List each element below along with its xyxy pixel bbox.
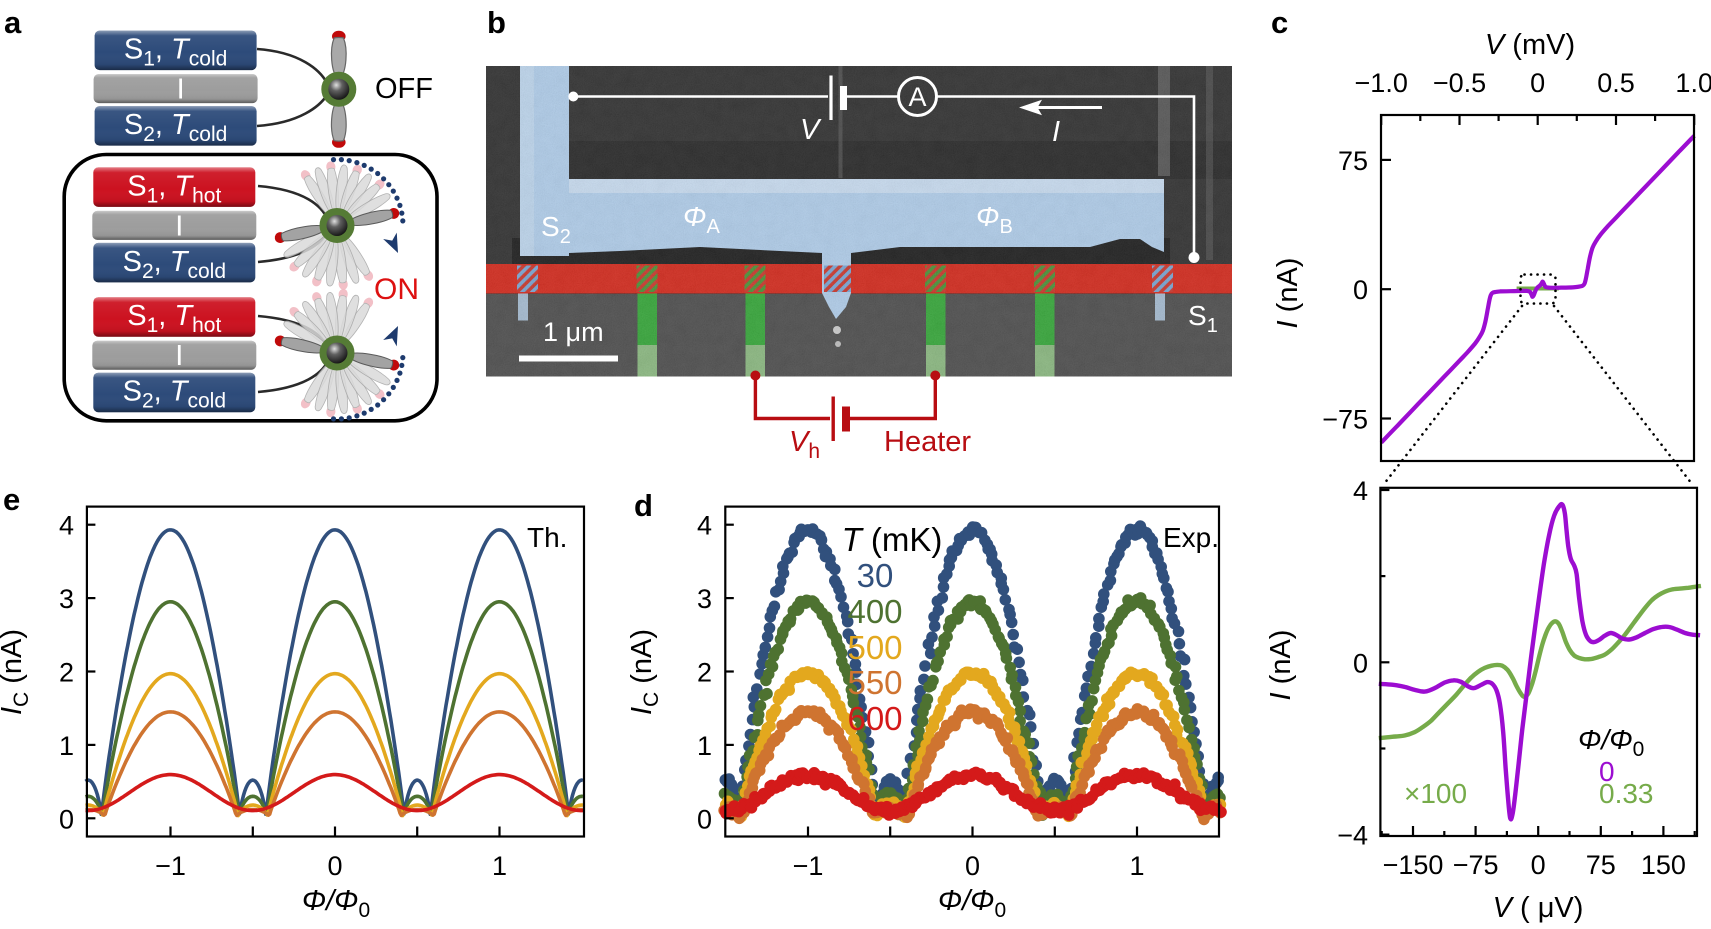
svg-text:Vh: Vh <box>789 426 820 463</box>
svg-text:1: 1 <box>59 731 74 761</box>
svg-text:b: b <box>487 5 506 40</box>
svg-text:550: 550 <box>847 664 902 701</box>
svg-text:0: 0 <box>327 851 342 881</box>
svg-text:ΦA: ΦA <box>683 201 720 238</box>
svg-text:0.33: 0.33 <box>1599 778 1654 809</box>
svg-text:I (nA): I (nA) <box>1272 258 1304 329</box>
svg-text:a: a <box>4 5 22 40</box>
svg-text:2: 2 <box>697 658 712 688</box>
svg-text:0: 0 <box>965 851 980 881</box>
svg-text:e: e <box>3 482 20 517</box>
svg-text:Φ/Φ0: Φ/Φ0 <box>938 885 1006 922</box>
svg-text:0.5: 0.5 <box>1597 68 1635 98</box>
svg-text:×100: ×100 <box>1404 778 1467 809</box>
svg-text:I (nA): I (nA) <box>1265 630 1297 701</box>
svg-text:Exp.: Exp. <box>1163 522 1219 553</box>
svg-text:−150: −150 <box>1383 850 1444 880</box>
svg-text:0: 0 <box>1353 275 1368 305</box>
svg-text:4: 4 <box>697 511 712 541</box>
svg-text:3: 3 <box>59 584 74 614</box>
svg-text:0: 0 <box>1530 68 1545 98</box>
svg-text:4: 4 <box>1353 476 1368 506</box>
svg-text:1 μm: 1 μm <box>543 317 604 347</box>
svg-text:−4: −4 <box>1337 821 1368 851</box>
svg-text:150: 150 <box>1641 850 1686 880</box>
svg-text:−1: −1 <box>793 851 824 881</box>
svg-text:V: V <box>800 114 822 146</box>
svg-text:S2, Tcold: S2, Tcold <box>123 246 226 283</box>
svg-text:Th.: Th. <box>527 522 567 553</box>
svg-text:0: 0 <box>1531 850 1546 880</box>
svg-text:d: d <box>634 488 653 523</box>
svg-text:−1: −1 <box>155 851 186 881</box>
svg-text:−75: −75 <box>1322 405 1368 435</box>
svg-text:1: 1 <box>697 731 712 761</box>
svg-text:S2, Tcold: S2, Tcold <box>123 376 226 413</box>
svg-text:S1, Thot: S1, Thot <box>127 300 221 337</box>
svg-text:400: 400 <box>847 593 902 630</box>
svg-text:0: 0 <box>59 804 74 834</box>
svg-text:0: 0 <box>1353 648 1368 678</box>
svg-text:IC (nA): IC (nA) <box>0 629 33 715</box>
svg-text:Φ/Φ0: Φ/Φ0 <box>302 885 370 922</box>
svg-text:75: 75 <box>1338 146 1368 176</box>
svg-text:−0.5: −0.5 <box>1433 68 1486 98</box>
svg-text:1: 1 <box>492 851 507 881</box>
svg-text:0: 0 <box>1599 756 1615 787</box>
svg-text:2: 2 <box>59 658 74 688</box>
svg-text:600: 600 <box>847 700 902 737</box>
svg-text:V (mV): V (mV) <box>1485 29 1575 61</box>
svg-text:S1, Thot: S1, Thot <box>127 170 221 207</box>
svg-text:−1.0: −1.0 <box>1355 68 1408 98</box>
svg-text:A: A <box>908 82 926 112</box>
svg-text:OFF: OFF <box>375 73 433 105</box>
svg-text:IC (nA): IC (nA) <box>626 629 663 715</box>
svg-text:I: I <box>1052 116 1060 148</box>
svg-text:0: 0 <box>697 804 712 834</box>
svg-text:T (mK): T (mK) <box>842 521 943 558</box>
svg-text:S2, Tcold: S2, Tcold <box>124 109 227 146</box>
svg-text:ON: ON <box>374 273 419 306</box>
svg-text:V ( μV): V ( μV) <box>1493 892 1584 924</box>
svg-text:1.0: 1.0 <box>1675 68 1711 98</box>
svg-text:Heater: Heater <box>884 426 971 458</box>
svg-text:−75: −75 <box>1453 850 1499 880</box>
svg-text:c: c <box>1271 5 1288 40</box>
svg-text:3: 3 <box>697 584 712 614</box>
svg-text:1: 1 <box>1129 851 1144 881</box>
svg-text:S1, Tcold: S1, Tcold <box>124 34 227 71</box>
svg-text:30: 30 <box>857 557 894 594</box>
svg-text:500: 500 <box>847 629 902 666</box>
svg-text:75: 75 <box>1586 850 1616 880</box>
svg-text:I: I <box>175 340 183 372</box>
svg-text:I: I <box>177 74 185 106</box>
svg-text:I: I <box>175 210 183 242</box>
svg-text:4: 4 <box>59 511 74 541</box>
